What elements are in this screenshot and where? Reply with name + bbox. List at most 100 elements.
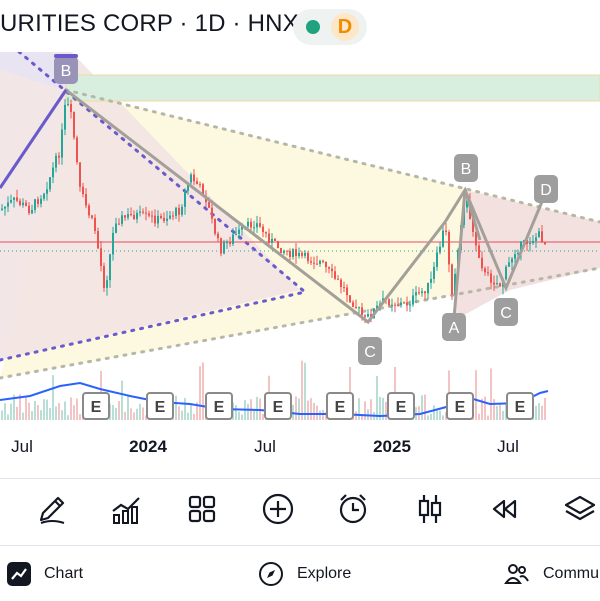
volume-bar [364,401,366,420]
candle-body [262,226,264,233]
candle-body [280,248,282,253]
candle-body [505,266,507,280]
price-chart[interactable]: B C B A C D E E E E E E E E Jul 2024 Jul 2025 Jul [0,0,600,470]
candle-body [145,212,147,214]
candle-body [442,230,444,247]
candle-body [58,155,60,158]
candle-body [376,305,378,309]
candle-body [223,242,225,254]
candle-body [517,252,519,255]
candle-body [202,184,204,197]
volume-bar [19,394,21,420]
candle-body [208,202,210,208]
layout-icon[interactable] [182,489,222,529]
volume-bar [142,407,144,420]
volume-bar [499,403,501,420]
candle-body [214,218,216,234]
candle-body [13,197,15,201]
candle-body [49,177,51,190]
x-tick-label: Jul [497,437,519,456]
volume-bar [58,403,60,420]
volume-bar [313,402,315,420]
candle-body [196,181,198,185]
candle-body [355,306,357,309]
candle-body [427,282,429,294]
svg-text:E: E [515,399,526,416]
symbol-title[interactable]: URITIES CORP · 1D · HNX [0,10,299,37]
indicators-icon[interactable] [106,489,146,529]
candle-body [388,299,390,306]
market-status-pill[interactable]: D [293,9,367,45]
candle-body [169,215,171,219]
candle-body [409,304,411,306]
candle-body [406,302,408,306]
candle-body [55,155,57,168]
replay-icon[interactable] [484,489,524,529]
pencil-icon[interactable] [32,489,72,529]
nav-chart[interactable]: Chart [0,546,160,601]
add-icon[interactable] [258,489,298,529]
candle-body [451,264,453,295]
volume-bar [196,402,198,420]
volume-bar [361,413,363,420]
candle-body [391,304,393,306]
candle-body [301,252,303,256]
svg-text:B: B [461,161,472,178]
earnings-event-marker: E [387,392,415,420]
candle-body [415,292,417,296]
nav-community[interactable]: Commu [500,546,600,601]
candle-body [475,232,477,246]
volume-bar [421,395,423,420]
candle-body [484,268,486,273]
volume-bar [238,411,240,420]
candle-body [40,198,42,204]
candle-body [358,307,360,309]
pattern-point-label-b: B [454,154,478,182]
volume-bar [49,408,51,420]
candle-body [37,199,39,204]
candle-body [433,266,435,279]
candle-body [76,137,78,163]
chart-icon [7,562,31,586]
volume-bar [25,395,27,420]
candle-body [346,287,348,296]
alarm-icon[interactable] [333,489,373,529]
candle-body [448,232,450,265]
candle-body [52,167,54,178]
candle-body [403,302,405,304]
volume-bar [376,375,378,420]
volume-bar [124,411,126,420]
candle-body [289,250,291,257]
volume-bar [247,403,249,420]
bottom-navigation: Chart Explore Commu [0,545,600,601]
candle-body [25,202,27,206]
volume-bar [139,403,141,420]
candle-body [325,262,327,268]
nav-explore[interactable]: Explore [250,546,400,601]
candle-body [397,304,399,306]
candle-body [22,202,24,206]
volume-bar [427,415,429,420]
candle-body [454,273,456,295]
candle-body [112,232,114,255]
candles-icon[interactable] [410,489,450,529]
volume-bar [46,399,48,420]
earnings-event-marker: E [146,392,174,420]
candle-body [124,215,126,218]
candle-body [241,226,243,230]
candle-body [121,215,123,224]
volume-bar [319,410,321,420]
candle-body [424,291,426,294]
candle-body [103,265,105,288]
candle-body [97,231,99,249]
earnings-event-marker: E [82,392,110,420]
candle-body [541,231,543,243]
nav-community-label: Commu [543,565,600,582]
candle-body [316,263,318,265]
volume-bar [118,401,120,420]
candle-body [367,314,369,317]
layers-icon[interactable] [560,489,600,529]
pattern-line-right [452,189,548,319]
candle-body [520,241,522,253]
svg-text:E: E [214,399,225,416]
